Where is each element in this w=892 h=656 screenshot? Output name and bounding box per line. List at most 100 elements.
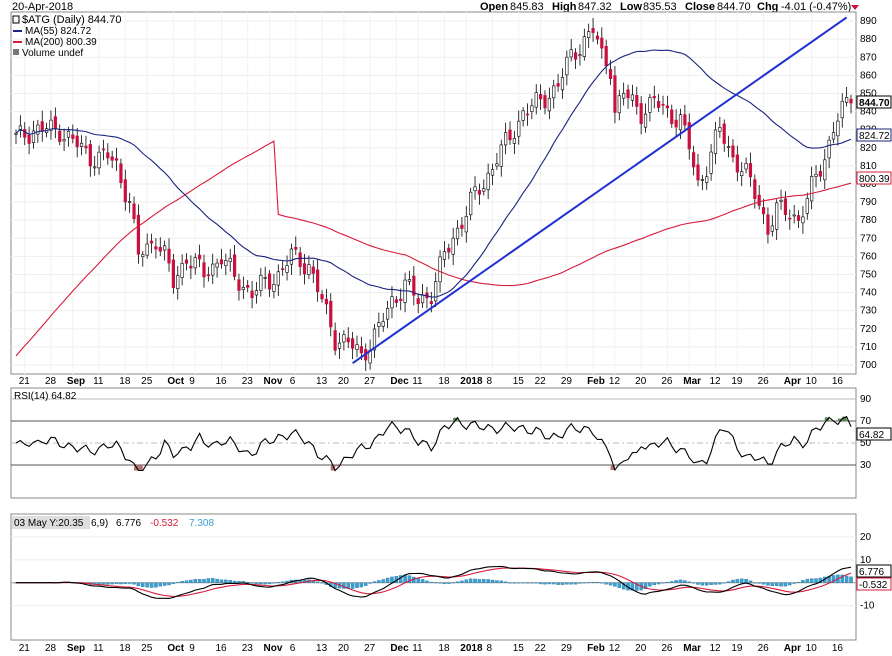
date-tick-label: 11 (412, 376, 423, 387)
candle-body (359, 346, 363, 354)
macd-histogram-bar (219, 579, 224, 583)
candle-body (302, 263, 307, 275)
macd-histogram-bar (224, 579, 228, 583)
candle (556, 73, 560, 92)
candle-body (206, 274, 210, 277)
macd-histogram-bar (202, 579, 206, 583)
candle (539, 84, 543, 110)
macd-histogram-bar (420, 579, 425, 583)
candle-body (718, 127, 722, 132)
macd-histogram-bar (844, 575, 849, 583)
candle (783, 191, 788, 222)
candle (683, 104, 687, 131)
candle-body (281, 268, 285, 270)
rsi-oversold-fill (335, 465, 340, 467)
macd-value: 6.776 (116, 518, 141, 529)
candle (460, 217, 464, 237)
date-tick-label: Sep (67, 376, 85, 387)
candle-body (106, 152, 110, 159)
candle (272, 273, 276, 299)
macd-histogram-bar (425, 580, 429, 583)
macd-histogram-bar (578, 582, 582, 584)
macd-indicator (14, 565, 853, 599)
candle (285, 255, 289, 281)
candle (180, 254, 184, 286)
candle (840, 93, 844, 128)
candle (23, 122, 27, 146)
macd-histogram-bar (788, 582, 792, 586)
candle (504, 122, 508, 155)
candle (31, 120, 36, 149)
candle-body (709, 151, 713, 174)
macd-histogram-bar (259, 582, 263, 585)
candle-body (267, 273, 272, 290)
candle-body (27, 134, 31, 144)
down-arrow-icon (851, 5, 859, 10)
candle (766, 207, 770, 244)
macd-histogram-bar (604, 582, 608, 585)
rsi-tick-label: 50 (860, 438, 872, 449)
candle-body (324, 298, 328, 305)
candle-body (250, 290, 254, 298)
candle-body (635, 95, 639, 107)
date-tick-label: 2018 (460, 376, 483, 387)
macd-histogram-bar (385, 577, 390, 583)
candle-body (298, 252, 302, 267)
macd-histogram-bar (167, 582, 171, 586)
high-value: 847.32 (578, 1, 612, 13)
candle (158, 237, 162, 257)
macd-histogram-bar (796, 581, 801, 583)
candle-body (818, 171, 822, 177)
trend-line (352, 16, 848, 364)
candle-body (198, 254, 202, 260)
macd-histogram-bar (149, 582, 154, 588)
macd-histogram-bar (538, 582, 543, 585)
macd-histogram-bar (665, 581, 670, 583)
candle (731, 139, 735, 163)
date-tick-label: Nov (264, 376, 283, 387)
candle-body (342, 334, 346, 343)
candle (486, 163, 490, 200)
candle-body (88, 144, 92, 167)
macd-histogram-bar (193, 579, 197, 583)
candle-body (158, 246, 162, 252)
candle (573, 48, 578, 70)
date-tick-label: 11 (412, 643, 423, 654)
candle-body (726, 146, 731, 148)
macd-histogram-bar (482, 579, 486, 583)
candle (254, 281, 259, 304)
candle (451, 227, 455, 266)
macd-legend: 03 May Y:20.35 6,9) 6.776 -0.532 7.308 (12, 516, 214, 529)
candle (639, 96, 643, 135)
candle (643, 103, 648, 133)
candle-body (241, 287, 245, 290)
macd-histogram-bar (814, 578, 818, 583)
macd-tick-label: -10 (860, 601, 875, 612)
candle (101, 139, 106, 161)
candle (390, 286, 394, 319)
date-tick-label: 13 (316, 376, 328, 387)
candle (726, 135, 731, 158)
candle-body (560, 77, 565, 91)
macd-line (16, 565, 852, 599)
date-tick-label: Feb (587, 643, 605, 654)
candle-body (154, 246, 158, 250)
macd-histogram-bar (661, 582, 665, 584)
candle (276, 264, 280, 296)
candle-body (14, 132, 18, 135)
candle (587, 23, 591, 48)
candle-body (652, 96, 656, 99)
candle-body (613, 75, 617, 113)
candle-body (761, 207, 766, 215)
macd-histogram-bar (110, 582, 114, 585)
candle-body (779, 199, 783, 202)
candle-body (495, 163, 499, 167)
macd-histogram-bar (687, 581, 691, 583)
ma55-line (15, 49, 852, 298)
candle-body (665, 105, 669, 109)
macd-histogram-bar (280, 581, 285, 583)
macd-histogram-bar (355, 582, 359, 588)
candle (482, 179, 486, 196)
macd-histogram-bar (237, 581, 241, 583)
candle (810, 166, 814, 210)
